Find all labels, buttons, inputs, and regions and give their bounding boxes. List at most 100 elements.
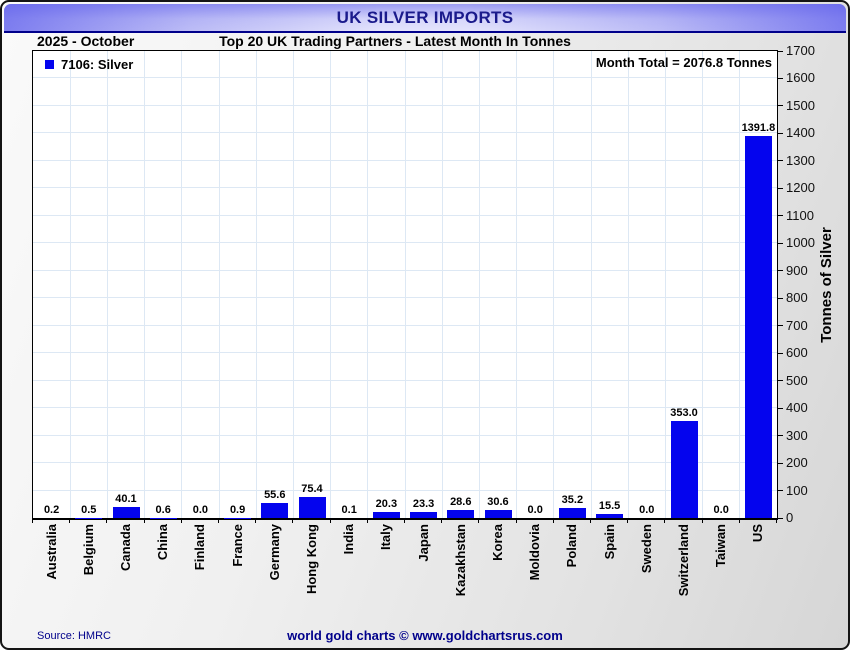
y-axis-tick (778, 297, 783, 299)
y-axis-tick-label: 1600 (786, 70, 815, 86)
y-axis-tick (778, 352, 783, 354)
y-axis-tick-label: 700 (786, 317, 808, 333)
bar-value-label: 353.0 (670, 407, 698, 420)
plot-canvas: 0.2 0.5 40.1 0.6 0.0 0.9 55.6 75.4 0.1 20.3 23.3 28… (33, 51, 777, 518)
bar-value-label: 0.0 (192, 504, 209, 516)
bar-value-label: 0.9 (229, 503, 246, 516)
bar-value-label: 55.6 (264, 488, 286, 501)
gridline-vertical (553, 51, 555, 518)
y-axis-tick (778, 435, 783, 437)
bar-value-label: 35.2 (561, 494, 584, 507)
y-axis-tick-label: 1400 (786, 125, 815, 141)
x-axis-tick (329, 518, 331, 523)
y-axis-tick-label: 200 (786, 455, 808, 471)
x-axis-tick (552, 518, 554, 523)
bar-value-label: 0.2 (43, 503, 60, 516)
subheader: 2025 - October Top 20 UK Trading Partner… (2, 33, 848, 50)
x-axis-tick (143, 518, 145, 523)
x-axis-tick (478, 518, 480, 523)
y-axis-tick (778, 407, 783, 409)
bar-value-label: 0.6 (155, 503, 171, 516)
y-axis-tick-label: 1200 (786, 180, 815, 196)
gridline-vertical (739, 51, 741, 518)
x-axis-tick (32, 518, 33, 523)
y-axis-tick (778, 517, 783, 519)
x-axis-label-kazakhstan: Kazakhstan (452, 524, 468, 597)
month-total-annotation: Month Total = 2076.8 Tonnes (595, 55, 772, 70)
y-axis-tick (778, 462, 783, 464)
gridline-vertical (478, 51, 480, 518)
gridline-vertical (516, 51, 518, 518)
y-axis-tick (778, 325, 783, 327)
y-axis-tick-label: 100 (786, 482, 808, 498)
bar-value-label: 75.4 (301, 483, 323, 496)
x-axis-label-taiwan: Taiwan (713, 524, 729, 568)
gridline-vertical (106, 51, 108, 518)
x-axis-label-sweden: Sweden (638, 524, 654, 574)
x-axis-label-japan: Japan (415, 524, 431, 562)
x-axis-tick (180, 518, 182, 523)
header: UK SILVER IMPORTS (4, 4, 846, 33)
bar-spain (596, 513, 624, 518)
x-axis-label-poland: Poland (564, 524, 580, 568)
x-axis-label-india: India (341, 524, 357, 555)
y-axis-tick (778, 50, 783, 52)
bar-poland (558, 508, 586, 518)
bar-italy (372, 512, 400, 518)
gridline-vertical (330, 51, 332, 518)
y-axis-tick-label: 900 (786, 262, 808, 278)
x-axis-tick (664, 518, 666, 523)
gridline-vertical (292, 51, 294, 518)
x-axis-tick (366, 518, 368, 523)
x-axis-label-france: France (229, 524, 245, 567)
y-axis-tick (778, 242, 783, 244)
y-axis-tick-label: 0 (786, 510, 794, 525)
bar-value-label: 40.1 (115, 492, 137, 505)
bar-kazakhstan (447, 510, 475, 518)
bar-value-label: 28.6 (450, 496, 472, 509)
period-label: 2025 - October (37, 33, 135, 49)
bar-korea (484, 509, 512, 518)
x-axis-tick (69, 518, 71, 523)
gridline-vertical (367, 51, 369, 518)
x-axis-label-germany: Germany (266, 524, 282, 581)
bar-value-label: 23.3 (412, 497, 435, 510)
x-axis-label-finland: Finland (192, 524, 208, 571)
bar-value-label: 1391.8 (741, 121, 776, 134)
x-axis-tick (218, 518, 219, 523)
x-axis-tick (441, 518, 443, 523)
x-axis-label-moldovia: Moldovia (527, 524, 543, 581)
bar-value-label: 20.3 (375, 498, 398, 511)
x-axis-label-china: China (155, 524, 171, 561)
y-axis-tick (778, 77, 783, 79)
y-axis-tick-label: 1000 (786, 235, 815, 251)
legend: 7106: Silver (45, 57, 133, 72)
bar-value-label: 0.1 (341, 503, 357, 516)
y-axis-tick-label: 1100 (786, 207, 814, 223)
y-axis-tick-label: 300 (786, 427, 808, 443)
bar-canada (112, 506, 140, 518)
bar-value-label: 30.6 (487, 495, 509, 508)
credit-label: world gold charts © www.goldchartsrus.co… (287, 628, 563, 643)
gridline-vertical (69, 51, 71, 518)
x-axis-label-hong-kong: Hong Kong (304, 524, 319, 595)
y-axis-tick-label: 600 (786, 345, 808, 361)
y-axis-tick (778, 490, 783, 492)
legend-marker-icon (45, 60, 54, 69)
x-axis-label-belgium: Belgium (80, 524, 96, 576)
gridline-vertical (255, 51, 257, 518)
y-axis-tick-label: 1700 (786, 43, 815, 58)
x-axis-tick (515, 518, 517, 523)
bar-value-label: 0.0 (639, 504, 655, 516)
x-axis-tick (701, 518, 703, 523)
gridline-vertical (181, 51, 183, 518)
y-axis-tick-label: 500 (786, 372, 808, 388)
y-axis-tick (778, 270, 783, 272)
bar-us (744, 135, 772, 518)
x-axis-tick (590, 518, 591, 523)
x-axis-tick (255, 518, 257, 523)
gridline-vertical (627, 51, 629, 518)
x-axis-label-canada: Canada (118, 524, 133, 571)
bar-hong-kong (298, 497, 326, 518)
